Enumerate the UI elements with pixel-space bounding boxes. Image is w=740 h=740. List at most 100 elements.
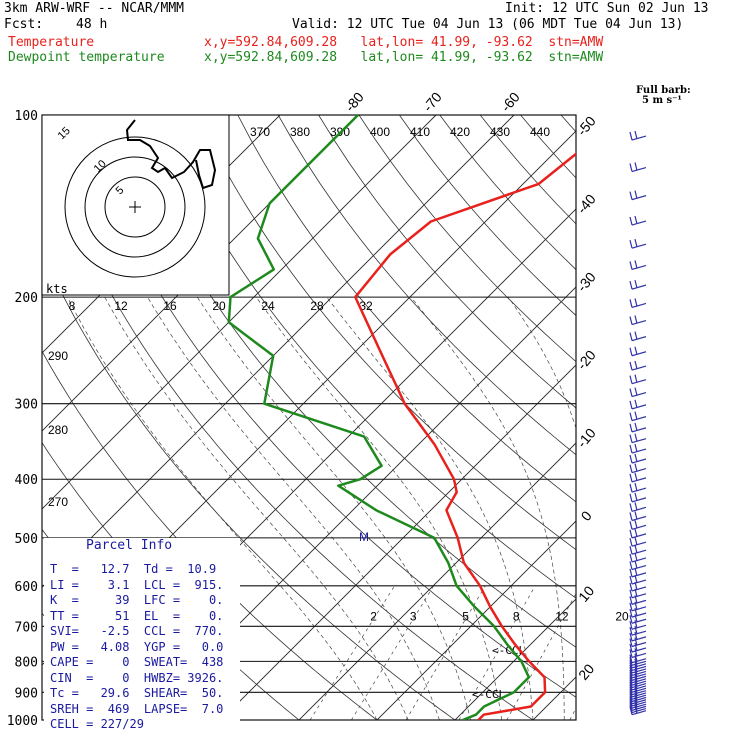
wind-barb bbox=[629, 361, 633, 371]
parcel-row-svi: SVI= -2.5 CCL = 770. bbox=[50, 624, 224, 638]
wind-barb bbox=[634, 443, 638, 453]
hodograph-kts-label: kts bbox=[46, 282, 68, 296]
wind-barb bbox=[631, 533, 647, 539]
wind-barb bbox=[634, 528, 638, 538]
mixing-ratio-line bbox=[309, 585, 395, 720]
wind-barb bbox=[631, 135, 647, 141]
wind-barb bbox=[631, 687, 647, 693]
wind-barb bbox=[631, 705, 647, 711]
mixing-ratio-label: 8 bbox=[513, 610, 520, 624]
wind-barb bbox=[629, 388, 633, 397]
wind-barb bbox=[631, 365, 647, 371]
wind-barb bbox=[629, 483, 633, 493]
wind-barb bbox=[629, 553, 633, 563]
valid-time: Valid: 12 UTC Tue 04 Jun 13 (06 MDT Tue … bbox=[292, 17, 684, 32]
wind-barb bbox=[631, 685, 647, 691]
hodograph-ring bbox=[104, 176, 166, 238]
wind-barb bbox=[631, 699, 647, 705]
dry-adiabat-line bbox=[237, 115, 576, 503]
hodograph-speed-label: 28 bbox=[310, 299, 324, 313]
wind-barb bbox=[631, 351, 647, 357]
wind-barb bbox=[629, 626, 633, 636]
wind-barb bbox=[634, 552, 638, 562]
wind-barb bbox=[631, 660, 647, 666]
theta-label: 430 bbox=[490, 125, 510, 139]
wind-barb bbox=[629, 375, 633, 384]
wind-barb bbox=[629, 706, 633, 715]
wind-barb bbox=[631, 658, 647, 664]
parcel-row-li: LI = 3.1 LCL = 915. bbox=[50, 578, 224, 592]
wind-barb bbox=[629, 347, 633, 356]
wind-barb bbox=[634, 653, 638, 662]
mixing-ratio-label: 5 bbox=[462, 610, 469, 624]
parcel-row-tc: Tc = 29.6 SHEAR= 50. bbox=[50, 686, 224, 700]
moist-adiabat-line bbox=[255, 296, 503, 720]
dry-adiabat-line bbox=[399, 115, 576, 316]
wind-barb bbox=[634, 705, 638, 714]
dry-adiabat-line bbox=[42, 250, 456, 720]
dry-adiabat-line bbox=[197, 115, 576, 551]
wind-barb bbox=[634, 545, 638, 554]
wind-barb bbox=[631, 427, 647, 433]
wind-barb bbox=[634, 581, 638, 591]
height-label: 280 bbox=[48, 423, 68, 437]
wind-barb bbox=[629, 240, 633, 249]
dry-adiabat-line bbox=[75, 115, 576, 698]
wind-barb bbox=[631, 468, 647, 474]
isotherm-label: 10 bbox=[575, 583, 597, 605]
mixing-ratio-label: 2 bbox=[370, 610, 377, 624]
mixing-ratio-line bbox=[351, 585, 434, 720]
wind-barb bbox=[629, 575, 633, 585]
wind-barb bbox=[631, 319, 647, 326]
wind-barb bbox=[631, 647, 647, 653]
wind-barb bbox=[631, 541, 647, 547]
hodograph-ring bbox=[64, 136, 206, 278]
wind-barb bbox=[631, 593, 647, 599]
wind-barb bbox=[631, 703, 647, 709]
wind-barb bbox=[629, 608, 633, 618]
wind-barb bbox=[631, 572, 647, 578]
isotherm-label: -80 bbox=[342, 89, 367, 115]
wind-barb bbox=[634, 472, 638, 482]
theta-label: 420 bbox=[450, 125, 470, 139]
wind-barb bbox=[629, 316, 633, 325]
mixing-ratio-line bbox=[405, 585, 486, 720]
parcel-row-cape: CAPE = 0 SWEAT= 438 bbox=[50, 655, 224, 669]
wind-barb bbox=[634, 239, 638, 248]
wind-barb bbox=[631, 624, 647, 630]
mixing-ratio-label: 20 bbox=[615, 610, 629, 624]
wind-barb bbox=[631, 690, 647, 696]
mixing-ratio-line bbox=[458, 585, 536, 720]
wind-barb bbox=[631, 448, 647, 454]
wind-barb bbox=[629, 546, 633, 555]
hodograph-speed-label: 24 bbox=[261, 299, 275, 313]
wind-barb bbox=[631, 675, 647, 681]
parcel-row-k: K = 39 LFC = 0. bbox=[50, 593, 224, 607]
wind-barb bbox=[634, 482, 638, 492]
model-title: 3km ARW-WRF -- NCAR/MMM bbox=[4, 1, 185, 16]
parcel-row-pw: PW = 4.08 YGP = 0.0 bbox=[50, 640, 224, 654]
wind-barb bbox=[634, 422, 638, 432]
wind-barb bbox=[634, 374, 638, 383]
wind-barb bbox=[629, 163, 633, 172]
wind-barb bbox=[631, 557, 647, 563]
wind-barb bbox=[634, 631, 638, 641]
wind-barb bbox=[634, 463, 638, 472]
wind-barb bbox=[631, 696, 647, 703]
wind-barb bbox=[634, 502, 638, 511]
wind-barb bbox=[634, 315, 638, 324]
wind-barb bbox=[629, 444, 633, 454]
moist-adiabat-line bbox=[67, 296, 378, 720]
mixing-ratio-line bbox=[569, 707, 576, 720]
wind-barb bbox=[629, 568, 633, 578]
pressure-label: 800 bbox=[15, 655, 38, 670]
wind-barb bbox=[629, 131, 633, 141]
wind-barb bbox=[634, 492, 638, 502]
wind-barb bbox=[629, 521, 633, 530]
height-label: 270 bbox=[48, 495, 68, 509]
wind-barb bbox=[629, 261, 633, 270]
wind-barb bbox=[629, 512, 633, 521]
wind-barb bbox=[631, 701, 647, 707]
wind-barb bbox=[631, 497, 647, 503]
temperature-trace bbox=[354, 152, 576, 720]
